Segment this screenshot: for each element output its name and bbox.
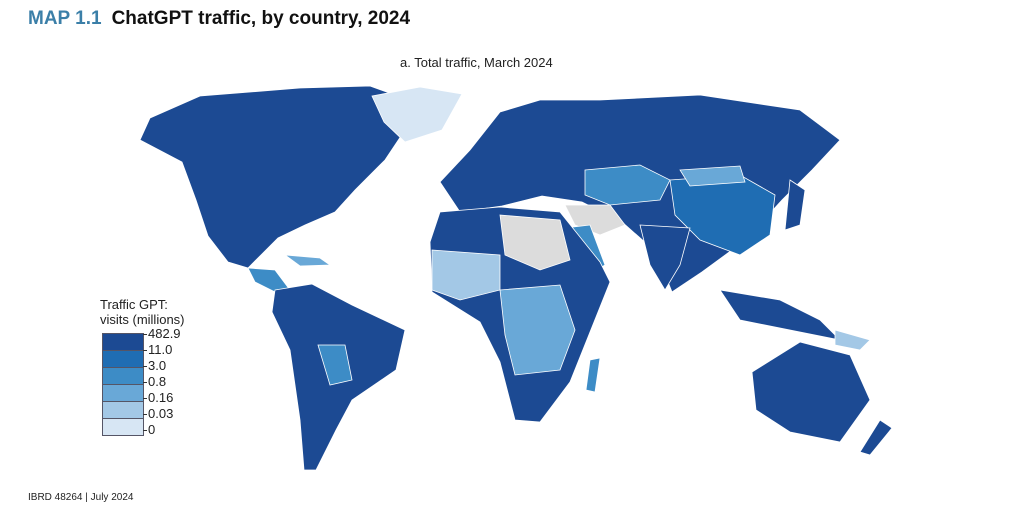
india xyxy=(639,224,691,291)
map-title: ChatGPT traffic, by country, 2024 xyxy=(111,8,411,29)
madagascar xyxy=(585,357,601,393)
middle-east-nodata xyxy=(564,204,626,236)
legend-break: 0 xyxy=(143,423,155,436)
map-number: MAP 1.1 xyxy=(28,8,102,29)
legend-swatch xyxy=(102,419,144,436)
southeast-asia xyxy=(719,289,842,341)
new-zealand xyxy=(859,419,893,456)
legend-break: 482.9 xyxy=(143,327,181,340)
footer-credit: IBRD 48264 | July 2024 xyxy=(28,492,134,503)
central-asia xyxy=(584,164,671,206)
legend-scale: 482.9 11.0 3.0 0.8 0.16 0.03 0 xyxy=(102,327,185,436)
legend-break: 0.03 xyxy=(143,407,173,420)
bolivia-paraguay xyxy=(317,344,353,386)
legend-swatch xyxy=(102,402,144,419)
legend-title-line2: visits (millions) xyxy=(100,312,185,327)
legend-title-line1: Traffic GPT: xyxy=(100,297,168,312)
legend-break: 11.0 xyxy=(143,343,172,356)
legend-swatch xyxy=(102,351,144,368)
central-africa xyxy=(499,284,576,376)
map-subtitle: a. Total traffic, March 2024 xyxy=(400,55,553,70)
north-america xyxy=(139,85,406,269)
sahel-nodata xyxy=(499,214,571,271)
china xyxy=(669,174,776,256)
mongolia xyxy=(679,165,746,187)
legend-swatch xyxy=(102,385,144,402)
caribbean xyxy=(283,254,332,267)
legend-break: 3.0 xyxy=(143,359,166,372)
legend-break: 0.8 xyxy=(143,375,166,388)
legend-break: 0.16 xyxy=(143,391,173,404)
west-africa xyxy=(431,249,501,301)
legend-swatch xyxy=(102,333,144,351)
papua xyxy=(834,329,871,351)
australia xyxy=(751,341,871,443)
legend-swatch xyxy=(102,368,144,385)
legend: Traffic GPT: visits (millions) 482.9 11.… xyxy=(100,297,185,436)
figure-title: MAP 1.1 ChatGPT traffic, by country, 2024 xyxy=(28,8,410,30)
japan xyxy=(784,179,806,231)
greenland xyxy=(371,86,463,143)
